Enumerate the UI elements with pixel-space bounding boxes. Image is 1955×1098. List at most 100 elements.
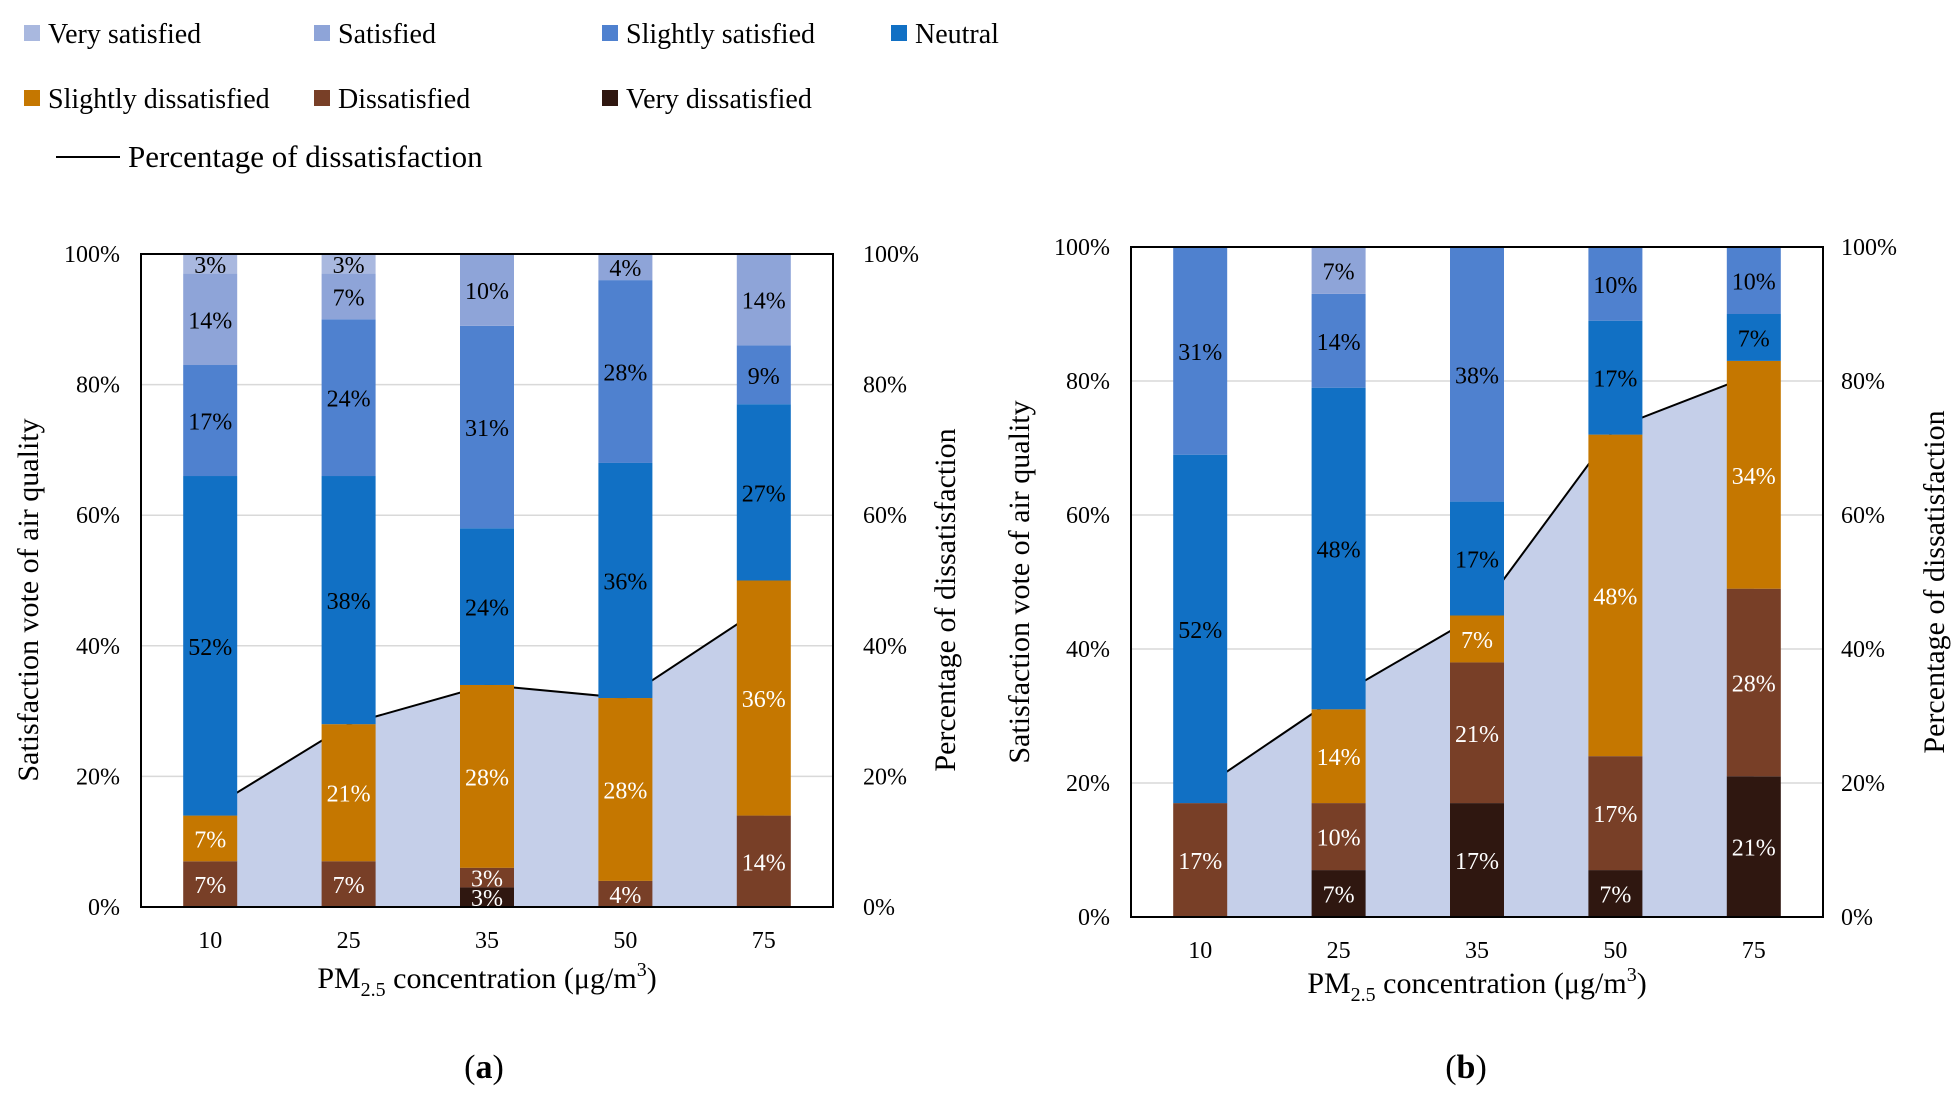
x-axis-title: PM2.5 concentration (μg/m3) bbox=[317, 959, 656, 1001]
bar-segment-slightly-satisfied bbox=[1173, 247, 1228, 455]
bar-segment-neutral bbox=[1726, 314, 1781, 361]
bar-stack-50 bbox=[598, 254, 653, 907]
bar-segment-slightly-dissatisfied bbox=[1726, 360, 1781, 589]
legend-line-label: Percentage of dissatisfaction bbox=[128, 139, 483, 174]
data-label: 7% bbox=[333, 285, 365, 311]
panel-caption: (b) bbox=[1445, 1049, 1487, 1086]
x-tick-label: 75 bbox=[752, 928, 776, 954]
bar-segment-neutral bbox=[1450, 501, 1504, 616]
y-tick-label-left: 60% bbox=[1066, 503, 1110, 529]
legend-swatch bbox=[24, 25, 40, 41]
bar-labels: 7%7%52%17%14%3%7%21%38%24%7%3%3%3%28%24%… bbox=[188, 253, 786, 912]
bar-segment-slightly-dissatisfied bbox=[1311, 709, 1366, 804]
bar-segment-satisfied bbox=[183, 273, 238, 366]
bar-segment-very-satisfied bbox=[321, 254, 376, 274]
bar-stack-25 bbox=[321, 254, 376, 907]
data-label: 48% bbox=[1317, 538, 1361, 564]
x-axis-title-superscript: 3 bbox=[637, 959, 647, 981]
data-label: 10% bbox=[465, 279, 509, 305]
y-tick-label-right: 100% bbox=[1841, 235, 1897, 261]
bar-segment-neutral bbox=[1311, 387, 1366, 710]
bar-segment-slightly-dissatisfied bbox=[1588, 434, 1643, 757]
data-label: 48% bbox=[1593, 584, 1637, 610]
data-label: 7% bbox=[1738, 326, 1770, 352]
y-axis-title-left: Satisfaction vote of air quality bbox=[1003, 400, 1036, 763]
legend-swatch bbox=[24, 90, 40, 106]
bar-segment-satisfied bbox=[460, 254, 514, 326]
bar-segment-neutral bbox=[460, 528, 514, 685]
y-tick-label-right: 80% bbox=[1841, 369, 1885, 395]
bar-stack-75 bbox=[1726, 247, 1781, 917]
data-label: 24% bbox=[327, 387, 371, 413]
legend-item-satisfied: Satisfied bbox=[314, 19, 436, 50]
bar-segment-very-dissatisfied bbox=[460, 887, 514, 907]
bar-stack-35 bbox=[460, 254, 514, 907]
x-axis-title-subscript: 2.5 bbox=[1351, 984, 1376, 1006]
y-tick-label-left: 60% bbox=[76, 503, 120, 529]
bar-segment-dissatisfied bbox=[460, 867, 514, 888]
bar-stack-25 bbox=[1311, 247, 1366, 917]
bar-segment-slightly-satisfied bbox=[598, 280, 653, 463]
caption-close: ) bbox=[1475, 1049, 1486, 1086]
panels: 7%7%52%17%14%3%7%21%38%24%7%3%3%3%28%24%… bbox=[12, 235, 1951, 1086]
bar-segment-satisfied bbox=[736, 254, 791, 346]
data-label: 17% bbox=[1455, 548, 1499, 574]
legend-label: Very satisfied bbox=[48, 19, 201, 50]
data-label: 21% bbox=[1455, 722, 1499, 748]
y-tick-label-left: 20% bbox=[1066, 771, 1110, 797]
caption-letter: a bbox=[476, 1049, 493, 1086]
legend-item-dissatisfied: Dissatisfied bbox=[314, 84, 470, 115]
x-axis-title-end: ) bbox=[1637, 967, 1647, 1000]
bar-segment-slightly-dissatisfied bbox=[321, 724, 376, 862]
y-tick-label-left: 100% bbox=[1054, 235, 1110, 261]
bar-stack-50 bbox=[1588, 247, 1643, 917]
bar-stack-10 bbox=[183, 254, 238, 907]
bar-stack-10 bbox=[1173, 247, 1228, 917]
data-label: 10% bbox=[1317, 826, 1361, 852]
y-tick-label-right: 60% bbox=[1841, 503, 1885, 529]
bar-segment-satisfied bbox=[1311, 247, 1366, 294]
data-label: 7% bbox=[1323, 883, 1355, 909]
y-tick-label-left: 20% bbox=[76, 764, 120, 790]
bar-segment-very-dissatisfied bbox=[1450, 803, 1504, 917]
x-tick-label: 10 bbox=[1188, 938, 1212, 964]
data-label: 14% bbox=[188, 308, 232, 334]
legend-label: Slightly dissatisfied bbox=[48, 84, 270, 115]
y-tick-label-right: 20% bbox=[863, 764, 907, 790]
y-tick-label-left: 0% bbox=[88, 895, 120, 921]
legend-label: Slightly satisfied bbox=[626, 19, 815, 50]
data-label: 7% bbox=[1323, 259, 1355, 285]
data-label: 7% bbox=[333, 873, 365, 899]
data-label: 21% bbox=[327, 782, 371, 808]
data-label: 21% bbox=[1732, 836, 1776, 862]
x-axis-title-subscript: 2.5 bbox=[361, 979, 386, 1001]
y-axis-title-left: Satisfaction vote of air quality bbox=[12, 418, 45, 781]
caption-open: ( bbox=[1445, 1049, 1456, 1086]
bar-segment-dissatisfied bbox=[1588, 756, 1643, 871]
panel-caption: (a) bbox=[464, 1049, 504, 1086]
bar-segment-slightly-dissatisfied bbox=[1450, 615, 1504, 663]
y-tick-label-right: 40% bbox=[863, 634, 907, 660]
legend-item-very-dissatisfied: Very dissatisfied bbox=[602, 84, 812, 115]
bar-segment-neutral bbox=[598, 462, 653, 699]
y-tick-label-right: 0% bbox=[863, 895, 895, 921]
plot-frame bbox=[1130, 246, 1824, 918]
legend: Very satisfied Satisfied Slightly satisfie… bbox=[24, 19, 999, 174]
data-label: 9% bbox=[748, 364, 780, 390]
bar-segment-neutral bbox=[321, 476, 376, 725]
legend-swatch bbox=[314, 90, 330, 106]
data-label: 38% bbox=[327, 589, 371, 615]
data-label: 17% bbox=[1593, 367, 1637, 393]
y-tick-label-right: 40% bbox=[1841, 637, 1885, 663]
bars bbox=[1173, 247, 1781, 917]
y-tick-label-right: 60% bbox=[863, 503, 907, 529]
y-tick-label-left: 40% bbox=[76, 634, 120, 660]
bar-segment-very-dissatisfied bbox=[1588, 870, 1643, 917]
bar-segment-dissatisfied bbox=[1173, 803, 1228, 917]
chart-panel-b: 17% 52% 31% 7% 10% 14% 48% 14% 7% 17% 21% 7% 17% 38% 7… bbox=[1003, 235, 1951, 1086]
legend-swatch bbox=[891, 25, 907, 41]
y-tick-label-left: 0% bbox=[1078, 905, 1110, 931]
y-tick-label-right: 20% bbox=[1841, 771, 1885, 797]
bar-segment-slightly-dissatisfied bbox=[460, 684, 514, 868]
